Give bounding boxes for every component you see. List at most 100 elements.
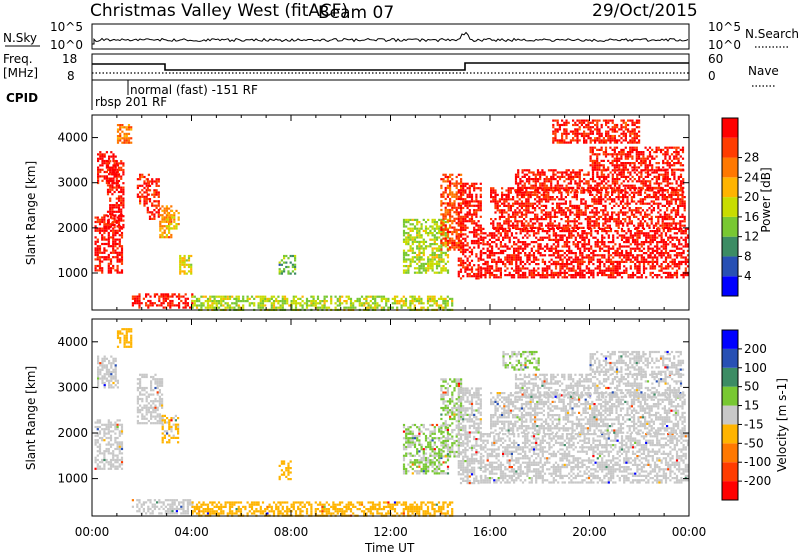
heatmap-cell <box>677 189 680 192</box>
heatmap-cell <box>498 224 501 227</box>
heatmap-cell <box>612 269 615 272</box>
heatmap-cell <box>493 276 496 279</box>
heatmap-cell <box>505 196 508 199</box>
heatmap-cell <box>673 175 676 178</box>
heatmap-cell <box>496 209 499 212</box>
heatmap-cell <box>547 196 550 199</box>
heatmap-cell <box>671 182 674 185</box>
heatmap-cell <box>626 155 630 158</box>
heatmap-cell <box>462 226 465 229</box>
heatmap-cell <box>530 271 533 274</box>
heatmap-cell <box>103 155 106 158</box>
heatmap-cell <box>637 211 640 214</box>
heatmap-cell <box>96 253 99 257</box>
heatmap-cell <box>510 234 513 237</box>
heatmap-cell <box>667 276 670 279</box>
heatmap-cell <box>609 254 613 257</box>
heatmap-cell <box>585 243 588 246</box>
heatmap-cell <box>680 256 683 259</box>
heatmap-cell <box>571 226 574 229</box>
heatmap-cell <box>645 241 648 244</box>
heatmap-cell <box>141 189 144 192</box>
heatmap-cell <box>105 181 108 185</box>
heatmap-cell <box>598 189 601 192</box>
heatmap-cell <box>464 226 467 229</box>
heatmap-cell <box>634 232 637 235</box>
heatmap-cell <box>538 198 541 201</box>
heatmap-cell <box>480 238 483 241</box>
heatmap-cell <box>595 213 598 216</box>
heatmap-cell <box>477 266 480 269</box>
heatmap-cell <box>607 249 610 252</box>
heatmap-cell <box>628 202 631 205</box>
heatmap-cell <box>595 193 598 196</box>
heatmap-cell <box>618 265 621 268</box>
heatmap-cell <box>418 236 421 239</box>
heatmap-cell <box>493 274 496 277</box>
heatmap-cell <box>365 295 368 298</box>
heatmap-cell <box>519 247 522 250</box>
heatmap-cell <box>549 220 552 223</box>
heatmap-cell <box>540 198 543 201</box>
heatmap-cell <box>554 274 558 277</box>
nsearch-tick-bottom: 10^0 <box>708 38 741 52</box>
heatmap-cell <box>596 267 599 270</box>
heatmap-cell <box>561 263 564 266</box>
heatmap-cell <box>488 274 491 277</box>
heatmap-cell <box>235 302 238 305</box>
heatmap-cell <box>567 220 570 223</box>
heatmap-cell <box>466 272 469 276</box>
heatmap-cell <box>462 187 465 190</box>
heatmap-cell <box>612 236 615 239</box>
heatmap-cell <box>600 186 603 189</box>
heatmap-cell <box>525 173 529 176</box>
heatmap-cell <box>575 211 578 214</box>
heatmap-cell <box>409 306 412 309</box>
heatmap-cell <box>562 209 565 212</box>
heatmap-cell <box>491 234 494 237</box>
heatmap-cell <box>558 189 562 192</box>
heatmap-cell <box>285 265 288 269</box>
heatmap-cell <box>185 259 188 262</box>
heatmap-cell <box>400 306 403 309</box>
heatmap-cell <box>537 258 540 261</box>
heatmap-cell <box>568 269 571 272</box>
heatmap-cell <box>155 206 158 209</box>
heatmap-cell <box>671 263 674 266</box>
heatmap-cell <box>440 267 443 270</box>
heatmap-cell <box>499 252 502 255</box>
heatmap-cell <box>578 226 581 229</box>
heatmap-cell <box>248 302 251 305</box>
heatmap-cell <box>106 221 110 224</box>
heatmap-cell <box>602 204 605 207</box>
heatmap-cell <box>122 201 125 205</box>
heatmap-cell <box>631 146 634 149</box>
heatmap-cell <box>670 196 673 199</box>
heatmap-cell <box>611 215 614 218</box>
heatmap-cell <box>583 232 586 235</box>
heatmap-cell <box>620 260 624 263</box>
heatmap-cell <box>666 215 669 218</box>
heatmap-cell <box>120 186 123 189</box>
heatmap-cell <box>515 256 518 259</box>
heatmap-cell <box>567 178 570 181</box>
heatmap-cell <box>446 186 449 190</box>
heatmap-cell <box>507 222 510 225</box>
heatmap-cell <box>280 270 283 273</box>
heatmap-cell <box>561 265 564 268</box>
heatmap-cell <box>242 306 245 309</box>
heatmap-cell <box>255 295 258 298</box>
heatmap-cell <box>651 171 654 174</box>
heatmap-cell <box>607 159 610 162</box>
heatmap-cell <box>422 269 425 272</box>
heatmap-cell <box>444 217 447 220</box>
heatmap-cell <box>482 238 485 241</box>
heatmap-cell <box>444 262 447 265</box>
heatmap-cell <box>650 218 653 221</box>
heatmap-cell <box>422 306 425 309</box>
heatmap-cell <box>235 300 238 303</box>
heatmap-cell <box>664 243 668 246</box>
heatmap-cell <box>623 260 626 263</box>
heatmap-cell <box>565 267 569 270</box>
